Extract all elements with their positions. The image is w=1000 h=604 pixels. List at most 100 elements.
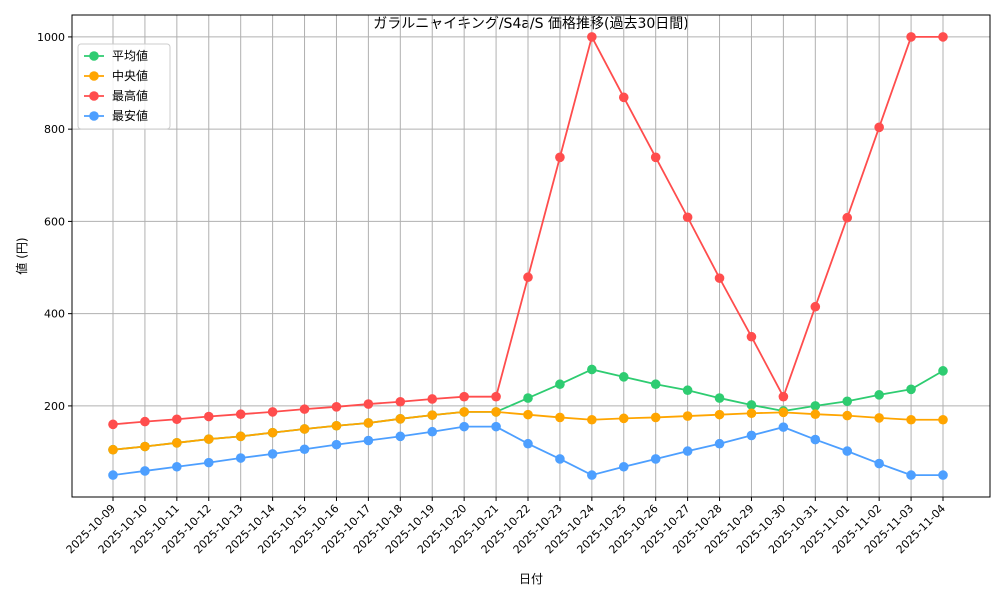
data-point	[650, 152, 661, 163]
chart-title: ガラルニャイキング/S4a/S 価格推移(過去30日間)	[373, 16, 688, 32]
data-point	[427, 426, 438, 437]
legend-marker	[89, 91, 99, 101]
data-point	[523, 409, 533, 420]
data-point	[427, 410, 438, 420]
data-point	[172, 438, 182, 448]
data-point	[459, 407, 469, 417]
data-point	[682, 411, 693, 421]
data-point	[938, 414, 948, 425]
data-point	[842, 446, 853, 456]
data-point	[587, 470, 597, 480]
data-point	[938, 32, 948, 42]
data-point	[172, 414, 182, 425]
data-point	[714, 273, 725, 283]
data-point	[618, 372, 629, 382]
series-3	[108, 421, 948, 480]
data-point	[842, 410, 853, 421]
data-point	[140, 416, 150, 427]
legend-marker	[89, 71, 99, 81]
data-point	[810, 434, 821, 445]
legend-label: 最高値	[112, 88, 148, 103]
data-point	[140, 466, 150, 476]
legend-marker	[89, 51, 99, 61]
series-group	[108, 32, 948, 480]
data-point	[682, 212, 693, 223]
legend-marker	[89, 111, 99, 121]
series-2	[108, 32, 948, 430]
data-point	[874, 122, 884, 133]
data-point	[874, 413, 884, 423]
data-point	[938, 366, 948, 376]
data-point	[203, 434, 214, 444]
data-point	[459, 391, 469, 402]
data-point	[746, 331, 757, 342]
data-point	[108, 444, 118, 455]
data-point	[395, 431, 406, 442]
x-axis: 2025-10-092025-10-102025-10-112025-10-12…	[64, 497, 948, 556]
data-point	[267, 449, 278, 459]
data-point	[140, 441, 150, 452]
data-point	[746, 408, 757, 419]
data-point	[587, 414, 597, 425]
data-point	[746, 400, 757, 410]
data-point	[778, 407, 789, 418]
data-point	[842, 212, 853, 223]
data-point	[555, 412, 565, 423]
data-point	[682, 385, 693, 396]
data-point	[235, 431, 246, 442]
data-point	[395, 414, 406, 424]
data-point	[299, 424, 310, 434]
data-point	[235, 453, 246, 463]
data-point	[810, 301, 821, 312]
data-point	[874, 458, 884, 469]
y-axis: 200 400 600 800 1000	[37, 31, 72, 413]
data-point	[172, 461, 182, 472]
data-point	[650, 454, 661, 464]
data-point	[778, 422, 789, 432]
data-point	[331, 420, 342, 431]
data-point	[714, 409, 725, 420]
data-point	[363, 418, 374, 428]
data-point	[363, 435, 374, 446]
data-point	[810, 409, 821, 420]
y-tick-label: 400	[44, 308, 65, 321]
data-point	[906, 384, 916, 395]
data-point	[235, 409, 246, 420]
data-point	[523, 272, 533, 283]
data-point	[491, 407, 501, 417]
y-tick-label: 200	[44, 400, 65, 413]
grid	[72, 15, 990, 497]
data-point	[299, 444, 310, 455]
y-tick-label: 1000	[37, 31, 65, 44]
data-point	[650, 412, 661, 423]
data-point	[555, 379, 565, 390]
data-point	[203, 457, 214, 468]
data-point	[778, 391, 789, 402]
data-point	[331, 439, 342, 450]
data-point	[618, 461, 629, 472]
y-tick-label: 600	[44, 215, 65, 228]
data-point	[618, 92, 629, 103]
x-axis-label: 日付	[519, 572, 543, 586]
data-point	[587, 364, 597, 375]
data-point	[459, 421, 469, 432]
data-point	[363, 399, 374, 409]
legend-label: 平均値	[112, 48, 148, 63]
legend-label: 中央値	[112, 68, 148, 83]
data-point	[267, 407, 278, 417]
y-tick-label: 800	[44, 123, 65, 136]
plot-frame	[71, 14, 991, 498]
data-point	[938, 470, 948, 480]
data-point	[299, 404, 310, 414]
data-point	[746, 430, 757, 441]
data-point	[523, 438, 533, 449]
data-point	[555, 454, 565, 464]
legend-label: 最安値	[112, 108, 148, 123]
data-point	[587, 32, 597, 42]
data-point	[714, 393, 725, 403]
data-point	[108, 470, 118, 480]
data-point	[555, 152, 565, 163]
data-point	[618, 413, 629, 424]
